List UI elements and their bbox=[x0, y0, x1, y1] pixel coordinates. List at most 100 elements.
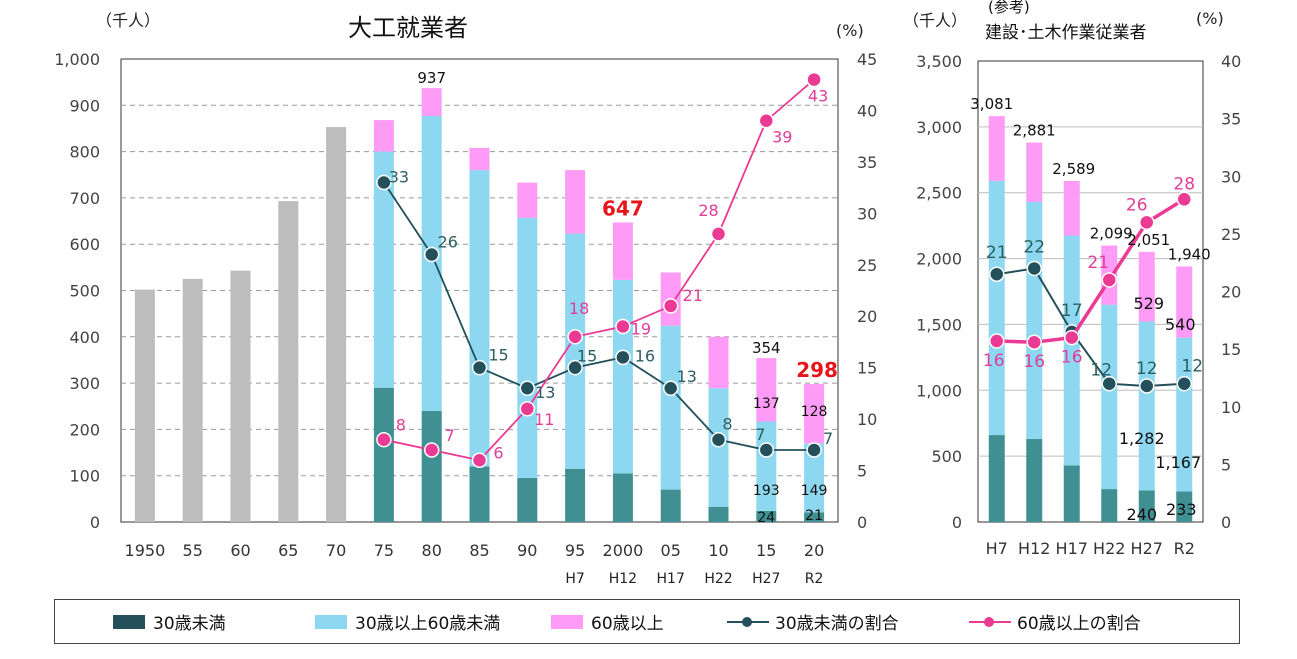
x-tick-label: 15 bbox=[756, 541, 776, 560]
under30-ratio-label: 7 bbox=[823, 429, 833, 448]
total-label: 2,051 bbox=[1127, 231, 1170, 249]
x-tick-label: 1950 bbox=[125, 541, 166, 560]
line-over60-ratio-point bbox=[471, 452, 488, 469]
legend-label-over60: 60歳以上 bbox=[591, 614, 664, 634]
line-under30-ratio-point bbox=[471, 359, 488, 376]
legend-label-mid: 30歳以上60歳未満 bbox=[355, 614, 501, 634]
bar-under30 bbox=[1063, 465, 1080, 522]
bar-over60 bbox=[988, 116, 1005, 181]
bar-over60 bbox=[565, 170, 586, 234]
under30-value-label: 233 bbox=[1166, 500, 1197, 519]
x-tick-label: 65 bbox=[278, 541, 298, 560]
bar-mid bbox=[1138, 321, 1155, 491]
over60-ratio-label: 6 bbox=[493, 443, 503, 462]
x-tick-label: 20 bbox=[804, 541, 824, 560]
y-tick-label: 0 bbox=[90, 513, 100, 532]
total-label: 2,881 bbox=[1013, 122, 1056, 140]
bar-mid bbox=[804, 443, 825, 513]
y-tick-label: 900 bbox=[69, 96, 100, 115]
bar-over60 bbox=[1176, 266, 1193, 338]
line-over60-ratio-point bbox=[758, 112, 775, 129]
over60-ratio-label: 16 bbox=[1023, 352, 1045, 372]
x-tick-label: 90 bbox=[517, 541, 537, 560]
y-tick-label: 3,000 bbox=[916, 118, 962, 137]
over60-value-label: 529 bbox=[1133, 294, 1164, 313]
over60-ratio-label: 7 bbox=[445, 426, 455, 445]
chart-title-prefix: (参考) bbox=[988, 0, 1030, 16]
bar-under30 bbox=[988, 435, 1005, 522]
over60-ratio-label: 19 bbox=[631, 320, 651, 339]
under30-ratio-label: 33 bbox=[389, 167, 409, 186]
x-tick-label: 85 bbox=[469, 541, 489, 560]
line-under30-ratio-point bbox=[423, 246, 440, 263]
y2-tick-label: 45 bbox=[857, 50, 877, 69]
x-tick-label: 70 bbox=[326, 541, 346, 560]
mid-value-label: 193 bbox=[753, 483, 780, 499]
y2-tick-label: 20 bbox=[1221, 283, 1241, 302]
bar-under30 bbox=[565, 468, 586, 522]
over60-ratio-label: 21 bbox=[683, 286, 703, 305]
line-over60-ratio-point bbox=[1026, 334, 1042, 350]
mid-value-label: 149 bbox=[801, 483, 828, 499]
line-under30-ratio bbox=[383, 181, 815, 451]
under30-ratio-label: 26 bbox=[438, 232, 458, 251]
y-tick-label: 400 bbox=[69, 328, 100, 347]
line-over60-ratio-point bbox=[710, 226, 727, 242]
line-under30-ratio-point bbox=[758, 442, 775, 458]
over60-ratio-label: 16 bbox=[983, 351, 1005, 371]
y-tick-label: 1,000 bbox=[916, 381, 962, 400]
y2-tick-label: 10 bbox=[857, 410, 877, 429]
line-over60-ratio-point bbox=[519, 401, 536, 417]
y-tick-label: 1,000 bbox=[54, 50, 100, 69]
line-over60-ratio-point bbox=[662, 298, 679, 314]
y-tick-label: 800 bbox=[69, 143, 100, 162]
over60-ratio-label: 26 bbox=[1126, 195, 1148, 215]
bar-under30 bbox=[1176, 491, 1193, 522]
bar-over60 bbox=[1063, 180, 1080, 236]
y2-tick-label: 5 bbox=[857, 462, 867, 481]
bar-over60 bbox=[804, 384, 825, 444]
y2-tick-label: 10 bbox=[1221, 398, 1241, 417]
bar-over60 bbox=[421, 88, 442, 116]
legend: 30歳未満 30歳以上60歳未満 60歳以上 30歳未満の割合 60歳以上の割合 bbox=[54, 599, 1240, 644]
x-tick-label: H27 bbox=[1131, 539, 1163, 558]
y2-tick-label: 5 bbox=[1221, 455, 1231, 474]
bar-mid bbox=[565, 233, 586, 469]
total-label: 2,589 bbox=[1052, 160, 1095, 178]
line-under30-ratio-point bbox=[1101, 375, 1117, 392]
plot-frame bbox=[977, 60, 1204, 523]
x-sub-tick-label: H7 bbox=[565, 571, 584, 587]
bar-under30 bbox=[373, 387, 394, 522]
legend-line-under30 bbox=[727, 615, 769, 629]
y2-tick-label: 35 bbox=[1221, 110, 1241, 129]
line-under30-ratio-point bbox=[662, 380, 679, 396]
line-under30-ratio-point bbox=[710, 431, 727, 448]
over60-ratio-label: 28 bbox=[698, 201, 718, 220]
over60-value-label: 137 bbox=[753, 396, 780, 412]
legend-under30-ratio: 30歳未満の割合 bbox=[727, 600, 899, 643]
total-label: 3,081 bbox=[970, 95, 1013, 113]
x-sub-tick-label: H22 bbox=[704, 571, 732, 587]
x-tick-label: R2 bbox=[1174, 539, 1195, 558]
line-under30-ratio-point bbox=[615, 349, 631, 366]
legend-mid: 30歳以上60歳未満 bbox=[315, 600, 500, 643]
line-under30-ratio-point bbox=[1026, 260, 1042, 277]
mid-value-label: 1,167 bbox=[1155, 453, 1201, 472]
x-sub-tick-label: H17 bbox=[657, 571, 685, 587]
y2-axis-label: (%) bbox=[836, 21, 864, 40]
bar-mid bbox=[708, 388, 729, 507]
x-tick-label: 60 bbox=[230, 541, 250, 560]
y-tick-label: 2,500 bbox=[916, 184, 962, 203]
y2-tick-label: 25 bbox=[1221, 225, 1241, 244]
y2-tick-label: 30 bbox=[857, 204, 877, 223]
bar-total bbox=[182, 278, 203, 522]
bar-under30 bbox=[421, 410, 442, 522]
bar-under30 bbox=[660, 489, 681, 522]
under30-ratio-label: 17 bbox=[1061, 301, 1083, 321]
y-tick-label: 3,500 bbox=[916, 52, 962, 71]
x-tick-label: 10 bbox=[708, 541, 728, 560]
over60-ratio-label: 39 bbox=[772, 128, 792, 147]
under30-ratio-label: 7 bbox=[755, 425, 765, 444]
bar-mid bbox=[612, 279, 633, 474]
